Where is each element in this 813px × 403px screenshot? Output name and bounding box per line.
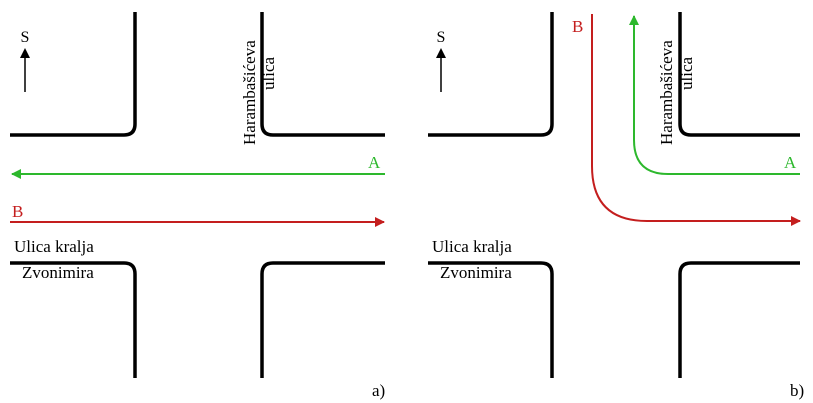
- street-name-vertical-line2: ulica: [677, 57, 696, 90]
- street-name-vertical-line1: Harambašićeva: [240, 40, 259, 145]
- route-b-label: B: [12, 202, 23, 221]
- compass-label: S: [437, 29, 446, 46]
- street-name-horizontal-line2: Zvonimira: [22, 263, 94, 282]
- street-name-horizontal-line2: Zvonimira: [440, 263, 512, 282]
- north-arrow-icon: [20, 48, 30, 92]
- curb-bottom-right: [260, 261, 385, 378]
- curb-bottom-left: [428, 261, 554, 378]
- curb-bottom-right: [678, 261, 800, 378]
- curb-top-left: [428, 12, 554, 137]
- north-arrow-icon: [436, 48, 446, 92]
- curb-top-right: [678, 12, 800, 137]
- route-a-label: A: [784, 153, 797, 172]
- route-b-label: B: [572, 17, 583, 36]
- curb-top-right: [260, 12, 385, 137]
- route-a-arrow: [629, 15, 800, 175]
- panel-a: S Harambašićeva ulica Ulica kralja Zvoni…: [10, 12, 385, 400]
- panel-b: S Harambašićeva ulica Ulica kralja Zvoni…: [428, 12, 804, 400]
- panel-caption: b): [790, 381, 804, 400]
- curb-bottom-left: [10, 261, 137, 378]
- route-a-label: A: [368, 153, 381, 172]
- curb-top-left: [10, 12, 137, 137]
- panel-caption: a): [372, 381, 385, 400]
- route-b-arrow: [591, 14, 801, 226]
- street-name-horizontal-line1: Ulica kralja: [432, 237, 512, 256]
- compass-label: S: [21, 29, 30, 46]
- street-name-vertical-line2: ulica: [259, 57, 278, 90]
- street-name-vertical-line1: Harambašićeva: [657, 40, 676, 145]
- street-name-horizontal-line1: Ulica kralja: [14, 237, 94, 256]
